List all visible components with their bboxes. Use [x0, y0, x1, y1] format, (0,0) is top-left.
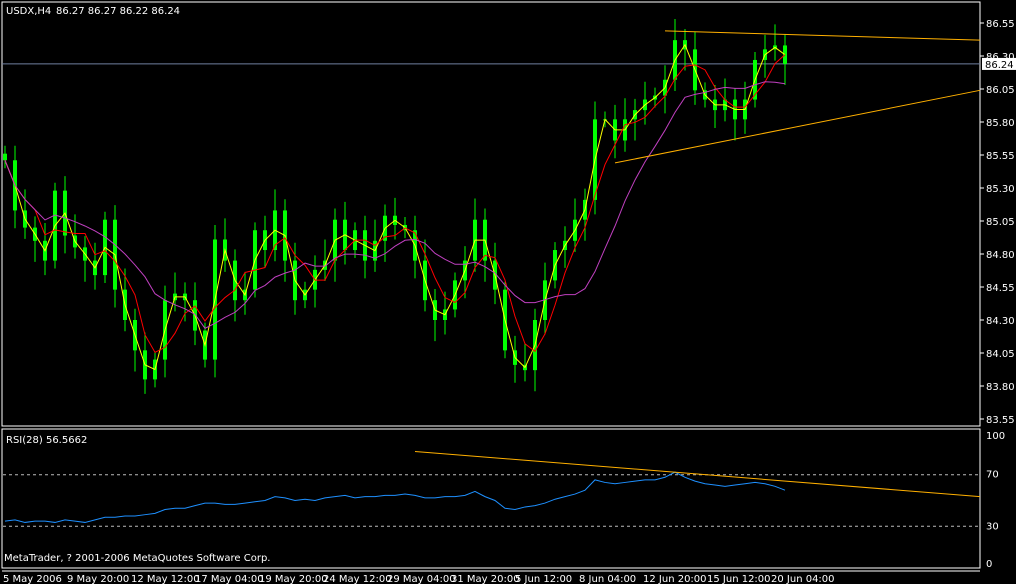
price-plot[interactable]: [2, 19, 981, 394]
price-tick-label: 85.55: [986, 151, 1015, 162]
time-tick-label: 8 Jun 04:00: [579, 574, 636, 584]
time-tick-label: 12 Jun 20:00: [643, 574, 707, 584]
ohlc-label: 86.27 86.27 86.22 86.24: [56, 6, 180, 17]
price-trendline: [614, 89, 981, 164]
ma-slow-line: [4, 81, 786, 329]
time-tick-label: 31 May 20:00: [451, 574, 520, 584]
rsi-label: RSI(28) 56.5662: [6, 435, 87, 446]
rsi-tick-label: 30: [986, 521, 999, 532]
price-tick-label: 84.55: [986, 283, 1015, 294]
time-tick-label: 9 May 20:00: [67, 574, 129, 584]
price-tick-label: 83.55: [986, 415, 1015, 426]
current-price-box: [982, 57, 1016, 70]
copyright-text: MetaTrader, ? 2001-2006 MetaQuotes Softw…: [4, 553, 270, 564]
price-tick-label: 86.55: [986, 19, 1015, 30]
rsi-panel-frame: [1, 428, 981, 569]
time-tick-label: 19 May 20:00: [259, 574, 328, 584]
price-tick-label: 83.80: [986, 382, 1015, 393]
axes: 86.55 86.30 86.05 85.80 85.55 85.30 85.05 84.80…: [3, 19, 1016, 584]
time-tick-label: 12 May 12:00: [131, 574, 200, 584]
price-tick-label: 84.30: [986, 316, 1015, 327]
time-tick-label: 5 Jun 12:00: [515, 574, 572, 584]
time-tick-label: 17 May 04:00: [195, 574, 264, 584]
time-tick-label: 20 Jun 04:00: [771, 574, 835, 584]
symbol-label: USDX,H4: [6, 6, 51, 17]
price-tick-label: 85.80: [986, 118, 1015, 129]
rsi-line: [4, 471, 786, 523]
time-tick-label: 5 May 2006: [3, 574, 62, 584]
main-panel-frame: [1, 1, 981, 427]
price-tick-label: 84.80: [986, 250, 1015, 261]
ma-mid-line: [4, 54, 786, 353]
price-tick-label: 85.30: [986, 184, 1015, 195]
price-tick-label: 86.05: [986, 85, 1015, 96]
rsi-trendline: [414, 450, 981, 498]
rsi-plot[interactable]: [3, 450, 981, 527]
price-tick-label: 84.05: [986, 349, 1015, 360]
price-trendline: [664, 30, 981, 41]
price-tick-label: 86.30: [986, 52, 1015, 63]
rsi-tick-label: 70: [986, 470, 999, 481]
time-tick-label: 29 May 04:00: [387, 574, 456, 584]
candle-body: [3, 153, 7, 161]
ma-fast-line: [4, 43, 786, 371]
time-tick-label: 15 Jun 12:00: [707, 574, 771, 584]
rsi-tick-label: 100: [986, 431, 1005, 442]
current-price-label: 86.24: [985, 60, 1014, 71]
time-tick-label: 24 May 12:00: [323, 574, 392, 584]
rsi-tick-label: 0: [986, 559, 992, 570]
price-tick-label: 85.05: [986, 217, 1015, 228]
